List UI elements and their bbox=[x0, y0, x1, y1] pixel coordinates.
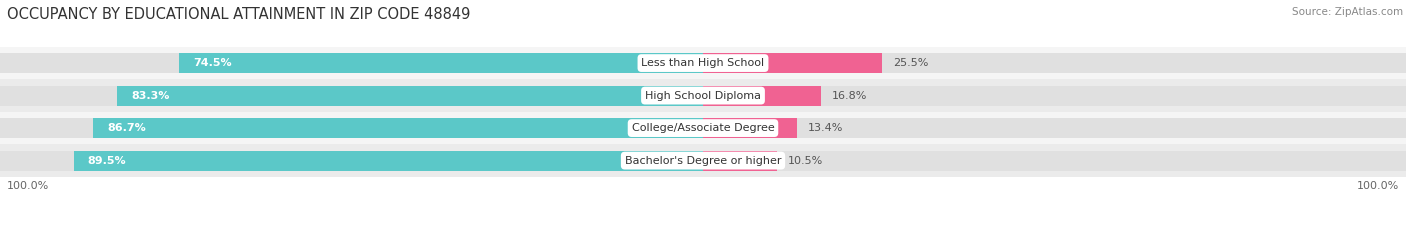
Text: 16.8%: 16.8% bbox=[832, 91, 868, 101]
Bar bbox=[703, 151, 778, 171]
Bar bbox=[703, 118, 797, 138]
Text: 100.0%: 100.0% bbox=[7, 181, 49, 191]
Text: 10.5%: 10.5% bbox=[787, 156, 823, 166]
Bar bbox=[180, 53, 703, 73]
Bar bbox=[0, 86, 1406, 106]
Text: 83.3%: 83.3% bbox=[132, 91, 170, 101]
Bar bbox=[73, 151, 703, 171]
Bar bbox=[93, 118, 703, 138]
Text: 25.5%: 25.5% bbox=[893, 58, 928, 68]
Bar bbox=[117, 86, 703, 106]
Text: Less than High School: Less than High School bbox=[641, 58, 765, 68]
Bar bbox=[703, 86, 821, 106]
Bar bbox=[0, 112, 1406, 144]
Bar bbox=[0, 79, 1406, 112]
Text: Source: ZipAtlas.com: Source: ZipAtlas.com bbox=[1292, 7, 1403, 17]
Bar bbox=[0, 144, 1406, 177]
Text: Bachelor's Degree or higher: Bachelor's Degree or higher bbox=[624, 156, 782, 166]
Text: 13.4%: 13.4% bbox=[807, 123, 844, 133]
Text: High School Diploma: High School Diploma bbox=[645, 91, 761, 101]
Text: OCCUPANCY BY EDUCATIONAL ATTAINMENT IN ZIP CODE 48849: OCCUPANCY BY EDUCATIONAL ATTAINMENT IN Z… bbox=[7, 7, 471, 22]
Text: 89.5%: 89.5% bbox=[87, 156, 127, 166]
Bar bbox=[703, 53, 883, 73]
Bar bbox=[0, 118, 1406, 138]
Legend: Owner-occupied, Renter-occupied: Owner-occupied, Renter-occupied bbox=[586, 230, 820, 233]
Bar bbox=[0, 47, 1406, 79]
Bar bbox=[0, 53, 1406, 73]
Text: College/Associate Degree: College/Associate Degree bbox=[631, 123, 775, 133]
Text: 74.5%: 74.5% bbox=[194, 58, 232, 68]
Bar bbox=[0, 151, 1406, 171]
Text: 100.0%: 100.0% bbox=[1357, 181, 1399, 191]
Text: 86.7%: 86.7% bbox=[107, 123, 146, 133]
